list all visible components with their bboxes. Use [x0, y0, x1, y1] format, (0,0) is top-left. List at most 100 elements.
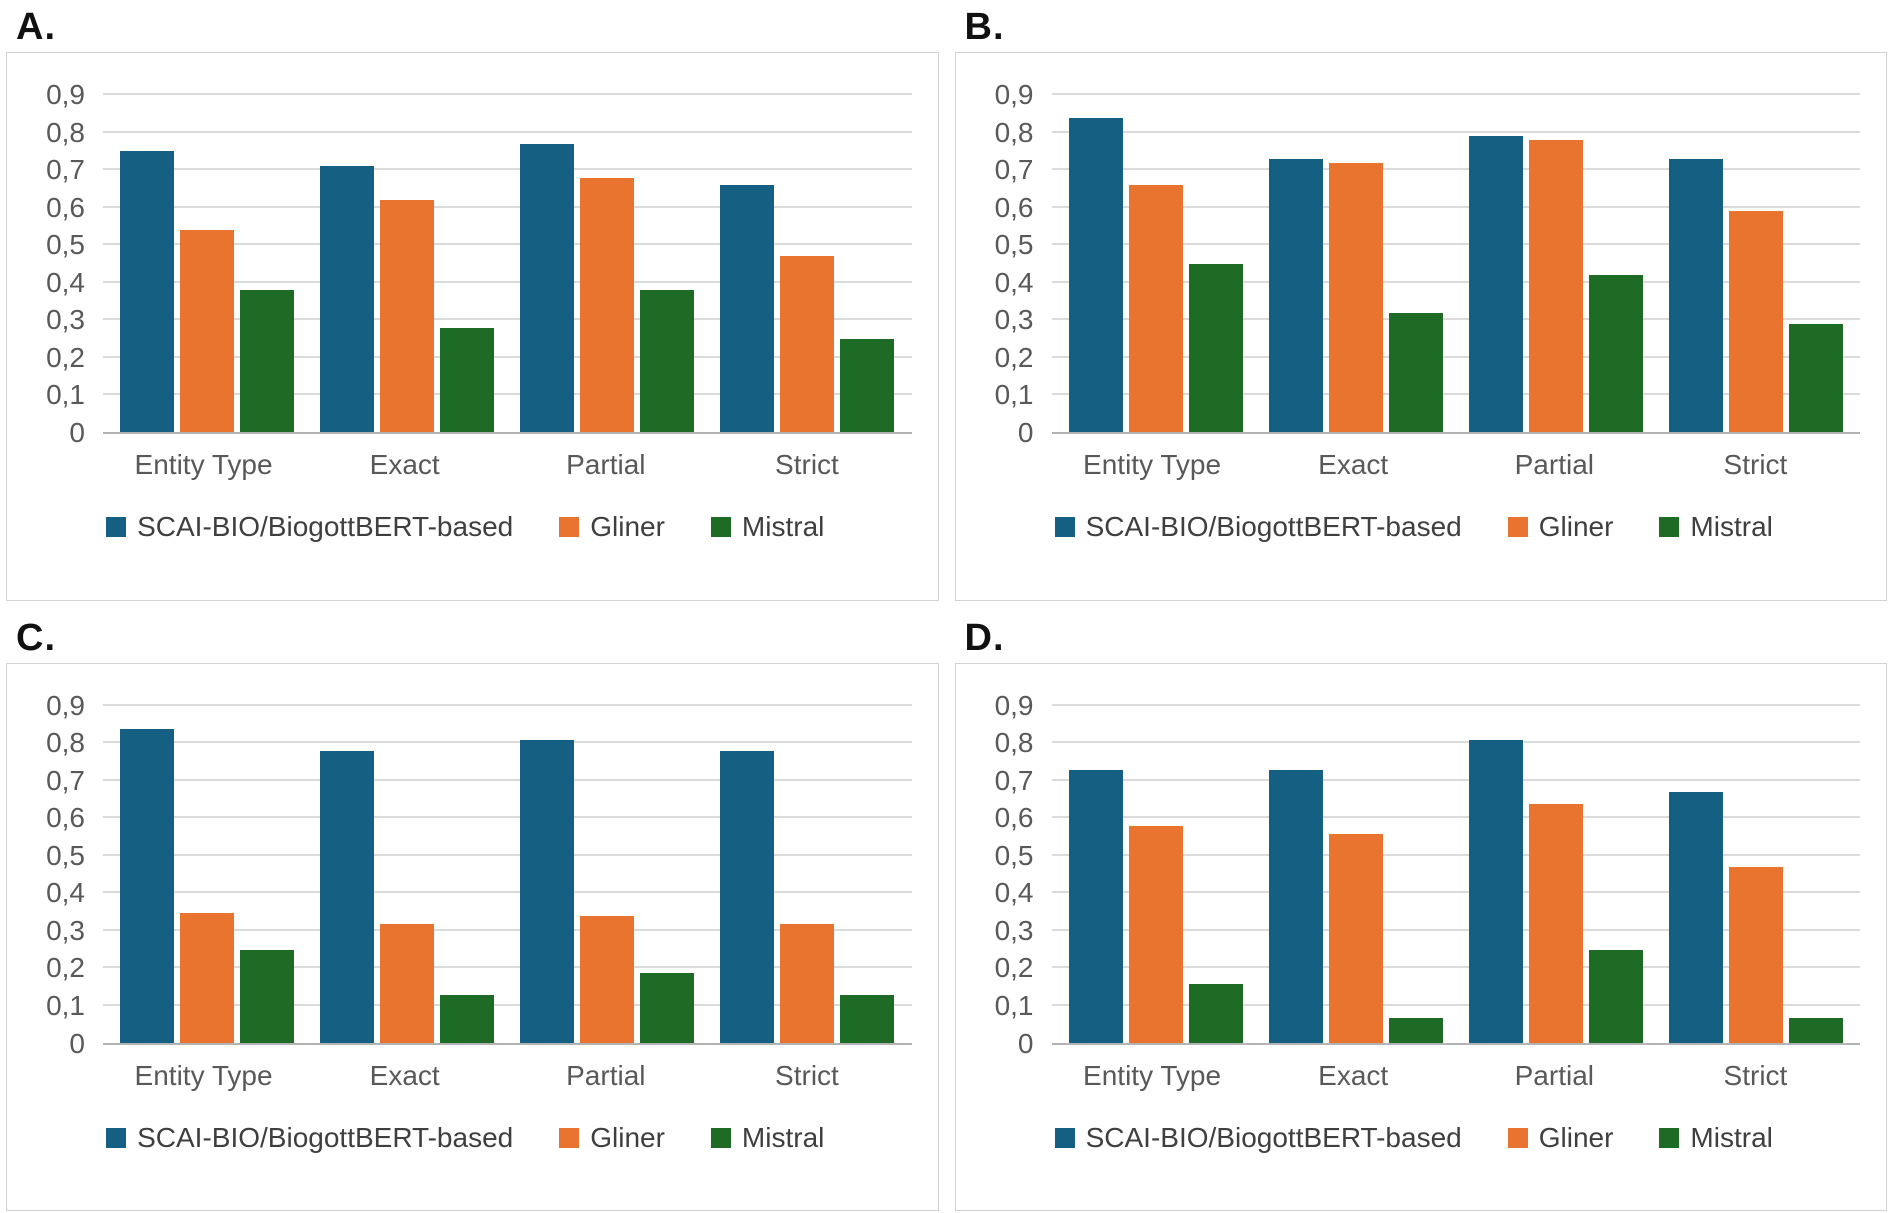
- bar: [1268, 159, 1323, 433]
- gridline: [1051, 741, 1860, 744]
- y-tick-label: 0,7: [994, 764, 1034, 796]
- y-axis: 0 0,1 0,2 0,3 0,4 0,5 0,6 0,7 0,8 0,9: [19, 690, 103, 1058]
- bar-group-exact: [307, 166, 507, 433]
- panel-b-label: B.: [964, 6, 1005, 48]
- bar: [440, 328, 495, 433]
- y-tick-label: 0: [69, 417, 85, 448]
- gridline: [103, 1003, 912, 1006]
- bar: [1668, 159, 1723, 433]
- bar: [1328, 163, 1383, 433]
- bar: [1068, 118, 1123, 433]
- bar: [520, 739, 575, 1044]
- y-tick-label: 0,9: [46, 79, 85, 110]
- bar: [580, 178, 635, 433]
- bar: [720, 750, 775, 1044]
- legend-label: Gliner: [1538, 511, 1614, 542]
- legend-swatch-icon: [1054, 517, 1075, 537]
- bar: [1528, 140, 1583, 433]
- y-tick-label: 0,4: [46, 877, 85, 909]
- bar: [1668, 791, 1723, 1044]
- bar-group-strict: [707, 185, 907, 433]
- y-tick-label: 0,3: [46, 304, 85, 336]
- y-tick-label: 0,3: [46, 914, 85, 946]
- legend: SCAI-BIO/BiogottBERT-based Gliner Mistral: [19, 511, 912, 543]
- legend-item: SCAI-BIO/BiogottBERT-based: [1054, 511, 1462, 543]
- bar: [1588, 949, 1643, 1044]
- x-category-label: Partial: [566, 449, 646, 480]
- legend-item: Mistral: [710, 1122, 824, 1154]
- gridline: [1051, 778, 1860, 781]
- bar-group-strict: [707, 750, 907, 1044]
- gridline: [103, 853, 912, 856]
- legend-item: Gliner: [1507, 1122, 1613, 1154]
- bar: [780, 256, 835, 433]
- x-category-label: Exact: [369, 449, 440, 480]
- bar: [1128, 825, 1183, 1044]
- gridline: [1051, 703, 1860, 706]
- x-axis-labels: Entity Type Exact Partial Strict: [103, 449, 908, 481]
- y-tick-label: 0,2: [994, 341, 1034, 373]
- y-tick-label: 0,8: [46, 727, 85, 759]
- y-tick-label: 0: [69, 1027, 85, 1059]
- y-tick-label: 0: [1017, 1027, 1034, 1059]
- y-tick-label: 0,6: [46, 191, 85, 223]
- x-axis-labels: Entity Type Exact Partial Strict: [1052, 449, 1857, 481]
- y-tick-label: 0,1: [994, 989, 1034, 1021]
- y-tick-label: 0,5: [994, 839, 1034, 871]
- legend-label: SCAI-BIO/BiogottBERT-based: [137, 1121, 514, 1153]
- gridline: [1051, 168, 1860, 171]
- gridline: [103, 778, 912, 781]
- gridline: [1051, 853, 1860, 856]
- chart-d: 0 0,1 0,2 0,3 0,4 0,5 0,6 0,7 0,8 0,9 Entity Type E…: [954, 662, 1887, 1211]
- bar: [1328, 833, 1383, 1044]
- panel-c: C. 0 0,1 0,2 0,3 0,4 0,5 0,6 0,7 0,8 0,9 Entity Ty…: [6, 615, 939, 1211]
- y-tick-label: 0,7: [46, 764, 85, 796]
- bars-layer: [1056, 690, 1857, 1044]
- x-axis-baseline: [103, 1042, 912, 1045]
- bar: [1788, 1017, 1843, 1044]
- plot-area: [1051, 79, 1860, 434]
- gridline: [103, 891, 912, 894]
- legend: SCAI-BIO/BiogottBERT-based Gliner Mistral: [968, 511, 1861, 543]
- gridline: [1051, 891, 1860, 894]
- bar-group-partial: [507, 739, 707, 1044]
- plot-area: [103, 79, 912, 434]
- y-tick-label: 0,2: [46, 952, 85, 984]
- gridline: [1051, 355, 1860, 358]
- y-tick-label: 0,1: [46, 379, 85, 411]
- bar: [1588, 275, 1643, 433]
- bar: [440, 994, 495, 1044]
- plot-row: 0 0,1 0,2 0,3 0,4 0,5 0,6 0,7 0,8 0,9: [968, 79, 1860, 448]
- gridline: [103, 318, 912, 321]
- legend-swatch-icon: [559, 1127, 580, 1148]
- bar: [1728, 866, 1783, 1044]
- x-category-label: Exact: [369, 1059, 440, 1091]
- x-category-label: Strict: [775, 1059, 839, 1091]
- bar: [1128, 185, 1183, 433]
- bar: [720, 185, 775, 433]
- chart-a: 0 0,1 0,2 0,3 0,4 0,5 0,6 0,7 0,8 0,9 Entity Type E…: [6, 52, 939, 601]
- bar: [1728, 211, 1783, 433]
- y-axis: 0 0,1 0,2 0,3 0,4 0,5 0,6 0,7 0,8 0,9: [19, 79, 103, 448]
- gridline: [103, 966, 912, 969]
- y-tick-label: 0,8: [46, 116, 85, 148]
- chart-c: 0 0,1 0,2 0,3 0,4 0,5 0,6 0,7 0,8 0,9 Entity Type E…: [6, 662, 939, 1211]
- gridline: [1051, 93, 1860, 95]
- panel-d: D. 0 0,1 0,2 0,3 0,4 0,5 0,6 0,7 0,8 0,9 Entity Ty…: [954, 615, 1887, 1211]
- bar: [520, 144, 575, 433]
- bar: [1468, 136, 1523, 433]
- gridline: [1051, 393, 1860, 396]
- legend: SCAI-BIO/BiogottBERT-based Gliner Mistral: [19, 1122, 912, 1154]
- x-category-label: Strict: [775, 449, 839, 480]
- legend-label: SCAI-BIO/BiogottBERT-based: [1085, 1121, 1462, 1153]
- y-tick-label: 0,9: [46, 689, 85, 721]
- bar-group-partial: [1456, 136, 1656, 433]
- bar: [320, 166, 375, 433]
- x-category-label: Strict: [1723, 449, 1788, 480]
- gridline: [1051, 1003, 1860, 1006]
- bar: [1188, 983, 1243, 1044]
- x-axis-baseline: [1051, 432, 1860, 434]
- y-tick-label: 0,8: [994, 116, 1034, 148]
- y-tick-label: 0,9: [994, 689, 1034, 721]
